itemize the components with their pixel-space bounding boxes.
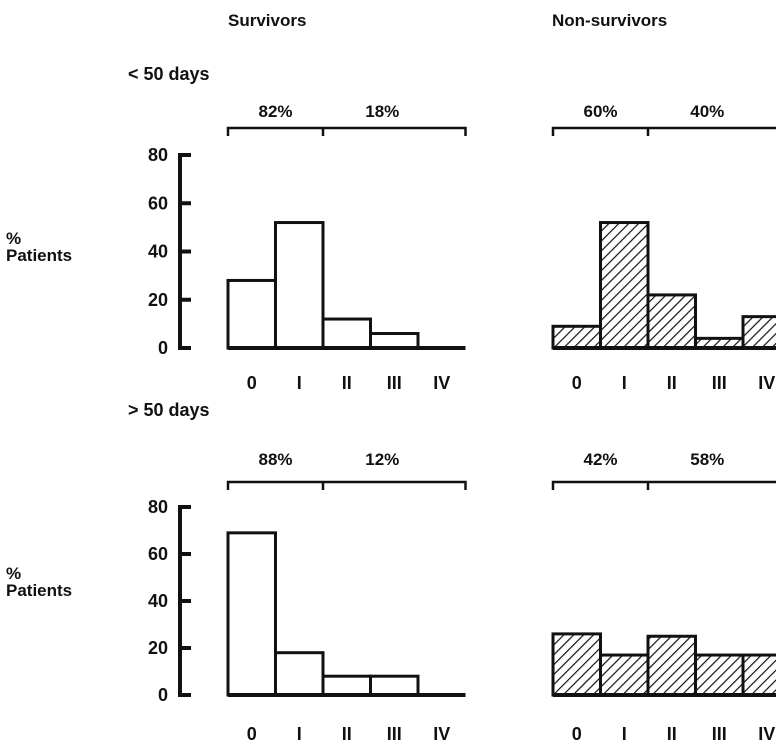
bracket-4	[551, 480, 776, 490]
bar-2-II	[646, 293, 697, 350]
bracket-percent-right-4: 58%	[690, 450, 724, 469]
bar-3-0	[226, 531, 277, 697]
y-tick-label-1-0: 0	[158, 338, 168, 358]
y-label-top-patients: Patients	[6, 246, 72, 265]
category-label-3-III: III	[387, 724, 402, 744]
category-label-1-I: I	[297, 373, 302, 393]
y-label-top-percent: %	[6, 229, 21, 248]
row-label-short: < 50 days	[128, 64, 210, 84]
category-label-2-IV: IV	[758, 373, 775, 393]
category-label-4-II: II	[667, 724, 677, 744]
non-survivors-column-title: Non-survivors	[552, 11, 667, 30]
category-label-3-II: II	[342, 724, 352, 744]
bar-2-IV	[741, 315, 776, 350]
row-label-long: > 50 days	[128, 400, 210, 420]
category-label-2-0: 0	[572, 373, 582, 393]
category-label-1-III: III	[387, 373, 402, 393]
bar-4-III	[694, 653, 745, 697]
bar-4-0	[551, 632, 602, 697]
bracket-percent-right-1: 18%	[365, 102, 399, 121]
y-label-bottom-patients: Patients	[6, 581, 72, 600]
bar-3-I	[274, 651, 325, 697]
bar-2-I	[599, 221, 650, 350]
category-label-2-III: III	[712, 373, 727, 393]
bracket-percent-left-1: 82%	[258, 102, 292, 121]
bracket-percent-right-2: 40%	[690, 102, 724, 121]
y-tick-label-3-60: 60	[148, 544, 168, 564]
bar-1-II	[321, 317, 372, 350]
category-label-2-I: I	[622, 373, 627, 393]
y-tick-label-1-80: 80	[148, 145, 168, 165]
category-label-3-0: 0	[247, 724, 257, 744]
bar-1-III	[369, 332, 420, 350]
category-label-1-II: II	[342, 373, 352, 393]
bracket-percent-left-3: 88%	[258, 450, 292, 469]
bar-4-I	[599, 653, 650, 697]
y-tick-label-3-80: 80	[148, 497, 168, 517]
y-label-bottom-percent: %	[6, 564, 21, 583]
survivors-column-title: Survivors	[228, 11, 306, 30]
y-tick-label-1-60: 60	[148, 193, 168, 213]
bracket-1	[226, 126, 467, 136]
y-tick-label-3-0: 0	[158, 685, 168, 705]
bracket-percent-right-3: 12%	[365, 450, 399, 469]
bar-1-0	[226, 278, 277, 350]
category-label-1-IV: IV	[433, 373, 450, 393]
bar-3-III	[369, 674, 420, 697]
bar-4-IV	[741, 653, 776, 697]
category-label-4-0: 0	[572, 724, 582, 744]
category-label-4-IV: IV	[758, 724, 775, 744]
category-label-1-0: 0	[247, 373, 257, 393]
category-label-4-III: III	[712, 724, 727, 744]
y-tick-label-3-40: 40	[148, 591, 168, 611]
y-tick-label-1-20: 20	[148, 290, 168, 310]
bracket-3	[226, 480, 467, 490]
bar-3-II	[321, 674, 372, 697]
category-label-3-IV: IV	[433, 724, 450, 744]
bar-4-II	[646, 634, 697, 697]
category-label-2-II: II	[667, 373, 677, 393]
bracket-2	[551, 126, 776, 136]
y-tick-label-3-20: 20	[148, 638, 168, 658]
bar-2-0	[551, 324, 602, 350]
bracket-percent-left-2: 60%	[583, 102, 617, 121]
bar-1-I	[274, 221, 325, 350]
bracket-percent-left-4: 42%	[583, 450, 617, 469]
category-label-3-I: I	[297, 724, 302, 744]
y-tick-label-1-40: 40	[148, 242, 168, 262]
category-label-4-I: I	[622, 724, 627, 744]
